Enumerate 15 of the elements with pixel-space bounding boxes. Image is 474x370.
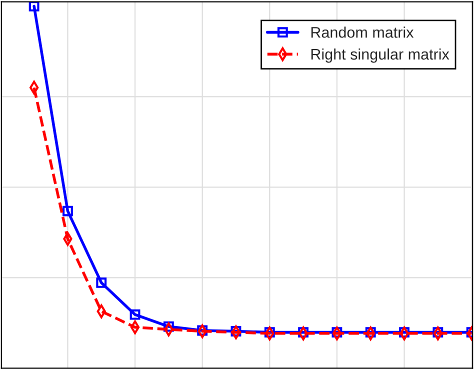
point <box>230 326 242 336</box>
legend-label: Right singular matrix <box>311 48 450 63</box>
point <box>298 327 309 338</box>
point <box>163 321 174 332</box>
point <box>365 327 376 338</box>
point <box>432 327 444 338</box>
point <box>62 206 73 216</box>
point <box>264 327 275 338</box>
point <box>332 327 342 338</box>
point <box>197 325 208 336</box>
point <box>399 327 410 338</box>
point <box>130 309 140 320</box>
point <box>28 2 40 12</box>
legend-label: Random matrix <box>311 26 414 38</box>
point <box>96 278 107 288</box>
